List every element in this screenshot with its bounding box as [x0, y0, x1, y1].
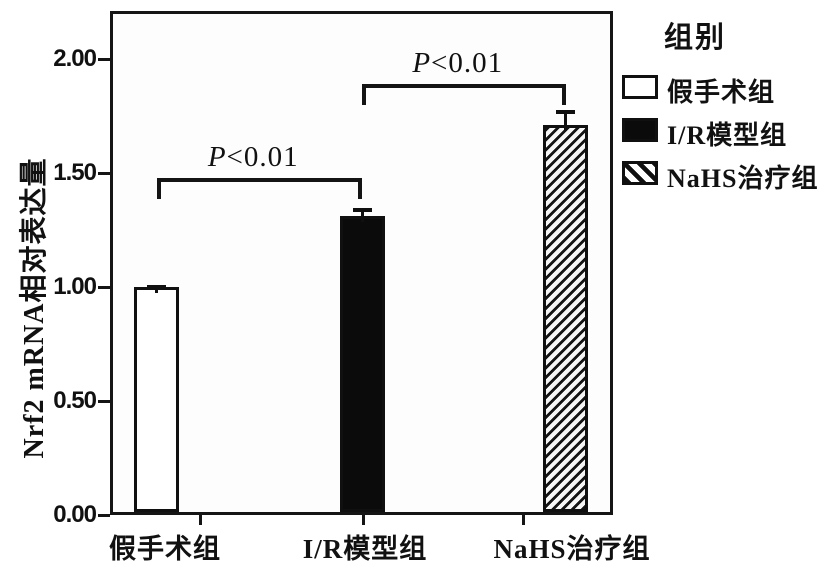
- significance-bracket: [156, 177, 362, 199]
- x-category-label: NaHS治疗组: [493, 534, 651, 564]
- y-tick-label: 0.50: [53, 387, 97, 414]
- error-bar-stem: [360, 208, 364, 223]
- legend-item-label: NaHS治疗组: [667, 164, 819, 193]
- error-bar-cap: [147, 284, 166, 289]
- y-tick-mark: [98, 513, 110, 517]
- significance-bracket: [362, 84, 566, 106]
- legend-title: 组别: [664, 22, 727, 54]
- legend-item-label: 假手术组: [667, 78, 776, 107]
- legend-swatch-black-icon: [622, 118, 658, 142]
- error-bar-cap: [556, 110, 575, 115]
- bar-NaHS治疗组: [543, 125, 588, 512]
- y-tick-mark: [98, 57, 110, 61]
- legend-swatch-white-icon: [622, 75, 658, 99]
- y-tick-label: 1.50: [53, 159, 97, 186]
- error-bar-stem: [564, 110, 567, 132]
- error-bar-cap: [352, 208, 372, 213]
- p-value-label: P<0.01: [412, 47, 504, 80]
- y-tick-mark: [98, 171, 110, 175]
- p-value-label: P<0.01: [207, 140, 299, 173]
- x-category-label: I/R模型组: [302, 534, 428, 564]
- error-bar-stem: [155, 284, 158, 293]
- x-category-label: 假手术组: [109, 534, 221, 564]
- x-tick-mark: [521, 515, 525, 525]
- legend-item-label: I/R模型组: [667, 121, 788, 150]
- y-tick-mark: [98, 399, 110, 403]
- bar-假手术组: [134, 287, 179, 512]
- bar-I/R模型组: [339, 216, 385, 512]
- x-tick-mark: [361, 515, 365, 525]
- y-tick-mark: [98, 285, 110, 289]
- legend-swatch-hatch-icon: [622, 161, 658, 185]
- y-tick-label: 0.00: [53, 501, 97, 528]
- y-tick-label: 2.00: [53, 45, 97, 72]
- x-tick-mark: [198, 515, 202, 525]
- y-tick-label: 1.00: [53, 273, 97, 300]
